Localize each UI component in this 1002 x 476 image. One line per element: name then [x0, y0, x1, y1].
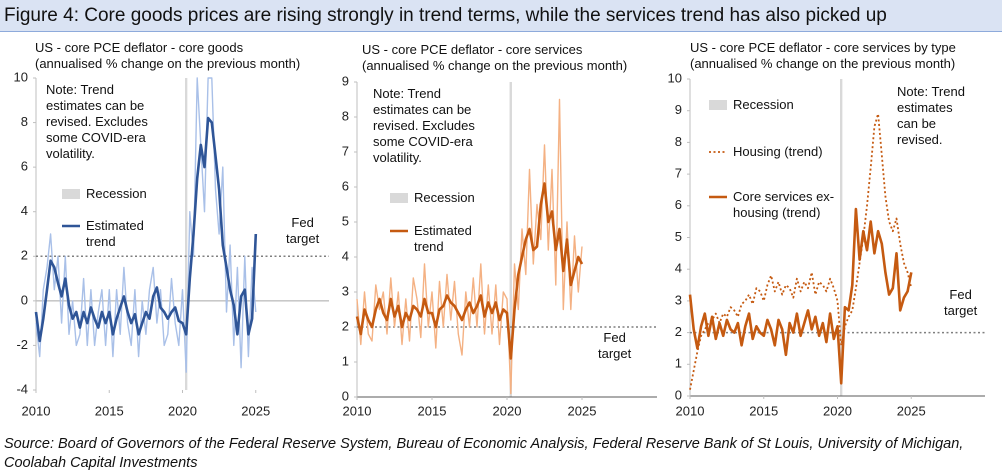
y-tick-label: 5	[342, 213, 349, 228]
series-line	[689, 113, 913, 390]
x-tick-label: 2025	[568, 403, 597, 418]
y-tick-label: 2	[342, 318, 349, 333]
y-tick-label: 0	[21, 292, 28, 307]
x-tick-label: 2010	[22, 403, 51, 418]
chart-note: Note: Trend estimates can be revised. Ex…	[373, 86, 475, 165]
y-tick-label: 1	[342, 353, 349, 368]
y-tick-label: 4	[21, 203, 28, 218]
x-tick-label: 2020	[493, 403, 522, 418]
x-tick-label: 2015	[418, 403, 447, 418]
y-tick-label: -2	[16, 337, 28, 352]
figure-title: Figure 4: Core goods prices are rising s…	[0, 0, 1002, 32]
series-line	[34, 116, 258, 343]
y-tick-label: 6	[342, 178, 349, 193]
fed-target-label: Fed target	[598, 330, 632, 361]
recession-band	[184, 78, 188, 390]
legend-label: Estimated trend	[86, 218, 144, 249]
chart-subtitle: US - core PCE deflator - core goods (ann…	[35, 40, 301, 71]
chart-note: Note: Trend estimates can be revised.	[897, 84, 965, 147]
y-tick-label: 8	[342, 108, 349, 123]
chart-subtitle: US - core PCE deflator - core services b…	[690, 40, 956, 71]
chart-note: Note: Trend estimates can be revised. Ex…	[46, 82, 148, 161]
x-tick-label: 2025	[897, 403, 926, 418]
series-line	[688, 207, 913, 385]
y-tick-label: 7	[675, 166, 682, 181]
fed-target-label: Fed target	[286, 215, 320, 246]
y-tick-label: 3	[675, 292, 682, 307]
y-tick-label: 4	[675, 261, 682, 276]
y-tick-label: 2	[675, 324, 682, 339]
x-tick-label: 2020	[823, 403, 852, 418]
legend-label: Housing (trend)	[733, 144, 823, 159]
y-tick-label: 8	[675, 134, 682, 149]
series-line	[356, 98, 583, 395]
series-line	[35, 77, 257, 373]
y-tick-label: 9	[675, 102, 682, 117]
source-note: Source: Board of Governors of the Federa…	[4, 436, 964, 471]
legend-label: Recession	[86, 186, 147, 201]
x-tick-label: 2010	[676, 403, 705, 418]
x-tick-label: 2010	[343, 403, 372, 418]
y-tick-label: 10	[14, 69, 28, 84]
chart-subtitle: US - core PCE deflator - core services (…	[362, 42, 628, 73]
y-tick-label: -4	[16, 381, 28, 396]
series-line	[355, 182, 584, 360]
x-tick-label: 2015	[749, 403, 778, 418]
legend-swatch	[709, 100, 727, 110]
y-tick-label: 1	[675, 356, 682, 371]
y-tick-label: 7	[342, 143, 349, 158]
x-tick-label: 2020	[168, 403, 197, 418]
x-tick-label: 2015	[95, 403, 124, 418]
recession-band	[509, 82, 512, 397]
y-tick-label: 0	[342, 388, 349, 403]
legend-label: Recession	[733, 97, 794, 112]
legend-label: Recession	[414, 190, 475, 205]
y-tick-label: 4	[342, 248, 349, 263]
legend-label: Estimated trend	[414, 223, 472, 254]
x-tick-label: 2025	[241, 403, 270, 418]
y-tick-label: 3	[342, 283, 349, 298]
y-tick-label: 9	[342, 73, 349, 88]
y-tick-label: 2	[21, 248, 28, 263]
legend-label: Core services ex- housing (trend)	[733, 189, 835, 220]
recession-band	[840, 79, 843, 396]
y-tick-label: 10	[668, 70, 682, 85]
y-tick-label: 8	[21, 114, 28, 129]
y-tick-label: 6	[675, 197, 682, 212]
fed-target-label: Fed target	[944, 287, 978, 318]
y-tick-label: 6	[21, 159, 28, 174]
y-tick-label: 0	[675, 387, 682, 402]
legend-swatch	[62, 189, 80, 199]
legend-swatch	[390, 193, 408, 203]
y-tick-label: 5	[675, 229, 682, 244]
